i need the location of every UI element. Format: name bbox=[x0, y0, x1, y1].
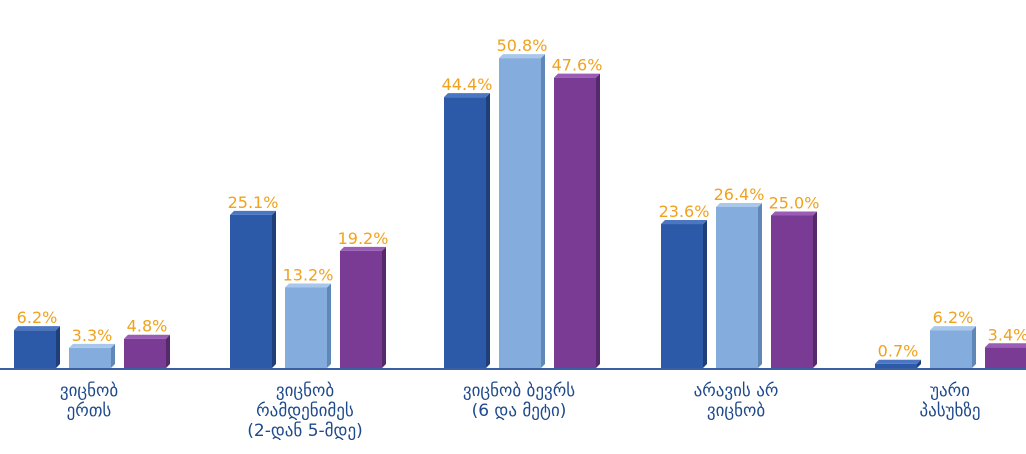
data-label: 4.8% bbox=[127, 317, 168, 336]
bar bbox=[930, 326, 976, 368]
data-label: 6.2% bbox=[933, 308, 974, 327]
bar bbox=[771, 211, 817, 368]
bar-face bbox=[716, 206, 758, 368]
bar-face bbox=[230, 214, 272, 368]
category-label: უარი bbox=[930, 381, 970, 401]
data-label: 25.0% bbox=[769, 194, 820, 213]
bar-side bbox=[56, 326, 60, 368]
bar-top bbox=[230, 210, 276, 215]
bar-top bbox=[444, 93, 490, 98]
bar-face bbox=[771, 215, 813, 368]
category-label: არავის არ bbox=[694, 381, 779, 401]
bar-face bbox=[124, 338, 166, 368]
bar bbox=[340, 246, 386, 368]
bar-top bbox=[124, 334, 170, 339]
category-label: ვიცნობ bbox=[276, 381, 334, 401]
bar bbox=[69, 343, 115, 368]
bar-side bbox=[703, 220, 707, 368]
data-label: 3.4% bbox=[988, 325, 1026, 344]
data-label: 26.4% bbox=[714, 185, 765, 204]
data-label: 47.6% bbox=[552, 56, 603, 75]
bar-side bbox=[541, 54, 545, 369]
bar-top bbox=[285, 283, 331, 288]
data-label: 19.2% bbox=[338, 229, 389, 248]
bar bbox=[875, 359, 921, 368]
bar-face bbox=[554, 77, 596, 368]
category-label: ერთს bbox=[67, 401, 112, 421]
bar-side bbox=[758, 202, 762, 368]
category-label: ვიცნობ bbox=[60, 381, 118, 401]
category-label: (6 და მეტი) bbox=[472, 401, 567, 421]
bar-face bbox=[14, 330, 56, 368]
bar-top bbox=[930, 326, 976, 331]
bar-side bbox=[917, 359, 921, 368]
bar-side bbox=[111, 343, 115, 368]
category-label: რამდენიმეს bbox=[256, 401, 354, 421]
category-label: ვიცნობ ბევრს bbox=[463, 381, 575, 401]
bar-top bbox=[499, 54, 545, 59]
bar-side bbox=[272, 210, 276, 368]
data-label: 6.2% bbox=[17, 308, 58, 327]
bar-top bbox=[340, 246, 386, 251]
bar-face bbox=[661, 224, 703, 368]
bar-side bbox=[813, 211, 817, 368]
bar bbox=[716, 202, 762, 368]
bar bbox=[661, 220, 707, 368]
bar-top bbox=[661, 220, 707, 225]
bar-face bbox=[285, 287, 327, 368]
bar bbox=[499, 54, 545, 369]
bar bbox=[554, 73, 600, 368]
bar bbox=[985, 343, 1026, 368]
bars-layer bbox=[14, 54, 1026, 369]
data-label: 13.2% bbox=[283, 265, 334, 284]
bar-top bbox=[875, 359, 921, 364]
data-label: 0.7% bbox=[878, 342, 919, 361]
bar-face bbox=[930, 330, 972, 368]
data-label: 3.3% bbox=[72, 326, 113, 345]
bar bbox=[230, 210, 276, 368]
data-label: 23.6% bbox=[659, 202, 710, 221]
bar-top bbox=[771, 211, 817, 216]
bar-side bbox=[327, 283, 331, 368]
data-label: 25.1% bbox=[228, 193, 279, 212]
bar-side bbox=[382, 246, 386, 368]
bar bbox=[444, 93, 490, 368]
data-label: 50.8% bbox=[497, 36, 548, 55]
category-label: (2-დან 5-მდე) bbox=[247, 421, 362, 441]
bar-top bbox=[14, 326, 60, 331]
bar-face bbox=[499, 58, 541, 369]
value-labels-layer: 6.2% 3.3% 4.8% 25.1% 13.2%19.2% 44.4% 50.8%47.… bbox=[17, 36, 1026, 361]
bar-face bbox=[69, 347, 111, 368]
bar-side bbox=[166, 334, 170, 368]
category-label: ვიცნობ bbox=[707, 401, 765, 421]
bar-top bbox=[716, 202, 762, 207]
data-label: 44.4% bbox=[442, 75, 493, 94]
bar bbox=[285, 283, 331, 368]
bar-face bbox=[985, 347, 1026, 368]
bar-face bbox=[875, 363, 917, 368]
category-label: პასუხზე bbox=[919, 401, 980, 421]
bar-face bbox=[340, 250, 382, 368]
bar-face bbox=[444, 97, 486, 368]
bar bbox=[14, 326, 60, 368]
bar-top bbox=[554, 73, 600, 78]
bar-side bbox=[596, 73, 600, 368]
bar-side bbox=[486, 93, 490, 368]
bar-side bbox=[972, 326, 976, 368]
bar bbox=[124, 334, 170, 368]
bar-top bbox=[985, 343, 1026, 348]
bar-top bbox=[69, 343, 115, 348]
